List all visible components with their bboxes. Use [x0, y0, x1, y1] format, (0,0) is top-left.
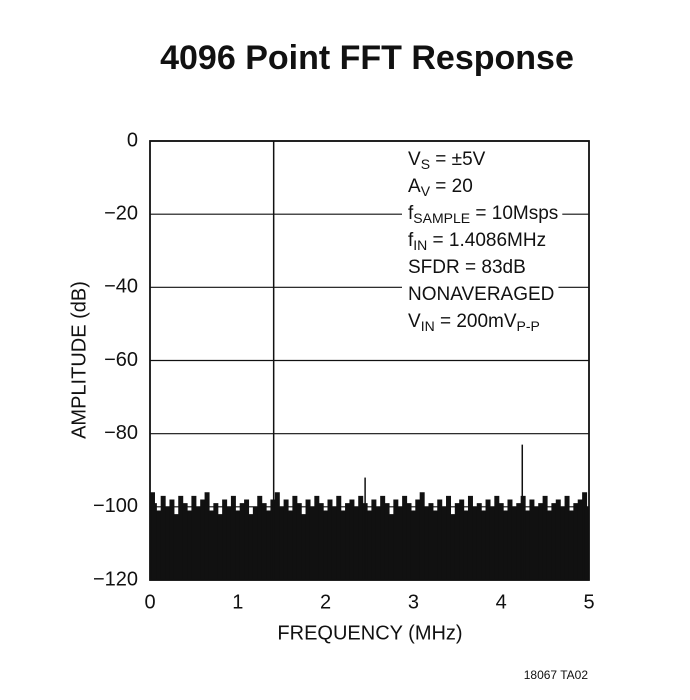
annotation-line: NONAVERAGED — [408, 284, 554, 305]
y-tick-label: −20 — [104, 202, 138, 224]
x-tick-label: 1 — [232, 591, 243, 613]
annotation-part: P-P — [517, 318, 540, 334]
plot-frame — [149, 140, 590, 581]
annotation-line: VS = ±5V — [408, 149, 486, 172]
annotation-line: AV = 20 — [408, 176, 473, 199]
annotation-part: = ±5V — [430, 149, 486, 170]
annotation-part: A — [408, 176, 421, 197]
annotation-bg — [402, 175, 477, 199]
x-tick-label: 3 — [408, 591, 419, 613]
annotation-part: = 1.4086MHz — [427, 230, 546, 251]
x-axis-label: FREQUENCY (MHz) — [277, 622, 462, 644]
annotation-bg — [402, 229, 551, 253]
annotation-part: SAMPLE — [413, 210, 470, 226]
annotation-part: NONAVERAGED — [408, 284, 554, 305]
y-tick-label: −120 — [93, 568, 138, 590]
y-axis-label: AMPLITUDE (dB) — [68, 281, 90, 439]
annotation-bg — [402, 256, 530, 280]
annotation-part: IN — [421, 318, 435, 334]
annotation-part: f — [408, 230, 414, 251]
annotation-part: f — [408, 203, 414, 224]
annotation-line: SFDR = 83dB — [408, 257, 526, 278]
footnote: 18067 TA02 — [524, 668, 589, 682]
annotation-part: = 10Msps — [470, 203, 558, 224]
annotation-part: IN — [413, 237, 427, 253]
x-tick-label: 5 — [583, 591, 594, 613]
annotation-line: fIN = 1.4086MHz — [408, 230, 546, 253]
x-tick-label: 0 — [144, 591, 155, 613]
annotation-part: V — [408, 149, 421, 170]
annotation-line: fSAMPLE = 10Msps — [408, 203, 558, 226]
y-tick-label: −80 — [104, 422, 138, 444]
annotation-part: V — [408, 311, 421, 332]
annotation-bg — [402, 283, 559, 307]
y-tick-label: −60 — [104, 349, 138, 371]
x-tick-label: 4 — [496, 591, 507, 613]
annotation-bg — [402, 148, 490, 172]
y-tick-label: −100 — [93, 495, 138, 517]
x-tick-label: 2 — [320, 591, 331, 613]
y-tick-label: 0 — [127, 129, 138, 151]
chart-title: 4096 Point FFT Response — [160, 39, 574, 77]
annotation-part: = 20 — [430, 176, 473, 197]
annotation-part: = 200mV — [435, 311, 517, 332]
annotation-line: VIN = 200mVP-P — [408, 311, 540, 334]
annotation-part: S — [421, 156, 430, 172]
annotation-part: V — [421, 183, 431, 199]
annotation-part: SFDR = 83dB — [408, 257, 526, 278]
annotation-bg — [402, 202, 563, 226]
y-tick-label: −40 — [104, 276, 138, 298]
annotation-bg — [402, 310, 544, 334]
